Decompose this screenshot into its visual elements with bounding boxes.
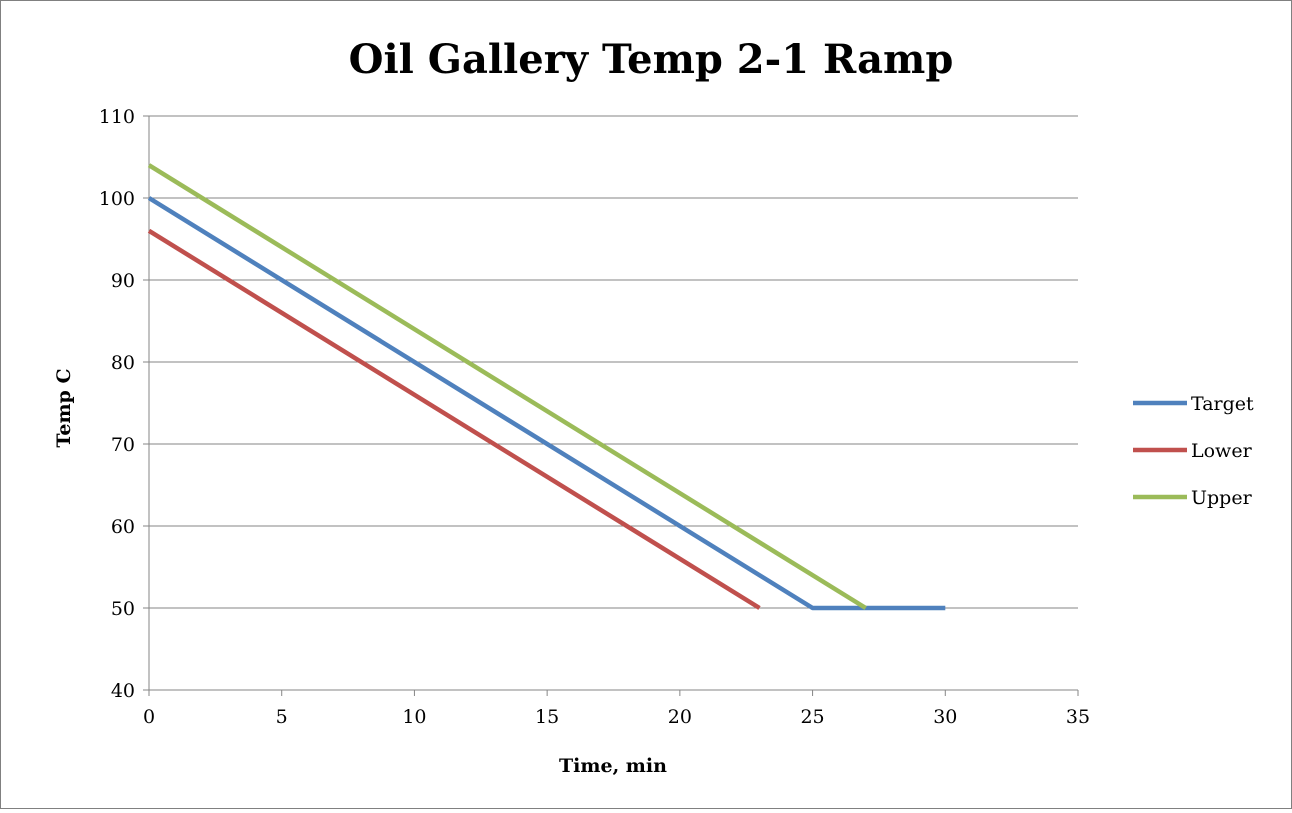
x-tick-label: 10 — [402, 706, 426, 728]
y-tick-label: 110 — [99, 106, 135, 128]
legend-item-target: Target — [1133, 393, 1254, 415]
series-line-target — [147, 196, 946, 611]
x-tick-label: 5 — [276, 706, 288, 728]
legend-label: Target — [1191, 393, 1254, 415]
chart-title: Oil Gallery Temp 2-1 Ramp — [349, 36, 954, 83]
axes — [143, 115, 1079, 696]
series-lines — [147, 163, 946, 611]
y-tick-label: 80 — [111, 352, 135, 374]
legend-label: Upper — [1191, 487, 1253, 509]
x-tick-label: 15 — [535, 706, 559, 728]
y-tick-label: 70 — [111, 434, 135, 456]
x-tick-label: 25 — [800, 706, 824, 728]
series-line-upper — [147, 163, 867, 610]
y-tick-label: 90 — [111, 270, 135, 292]
series-line-lower — [147, 228, 761, 610]
y-axis-title: Temp C — [53, 368, 75, 447]
y-tick-label: 40 — [111, 680, 135, 702]
legend-item-lower: Lower — [1133, 440, 1253, 462]
y-tick-label: 100 — [99, 188, 135, 210]
x-tick-label: 35 — [1066, 706, 1090, 728]
y-tick-label: 60 — [111, 516, 135, 538]
tick-labels: 40 50 60 70 80 90 100 110 0 5 10 15 20 25 30 35 — [99, 106, 1090, 728]
legend-label: Lower — [1191, 440, 1253, 462]
x-tick-label: 0 — [143, 706, 155, 728]
gridlines — [149, 115, 1078, 609]
x-tick-label: 30 — [933, 706, 957, 728]
x-axis-title: Time, min — [559, 755, 667, 777]
x-tick-label: 20 — [668, 706, 692, 728]
legend: Target Lower Upper — [1133, 393, 1254, 509]
y-tick-label: 50 — [111, 598, 135, 620]
legend-item-upper: Upper — [1133, 487, 1253, 509]
